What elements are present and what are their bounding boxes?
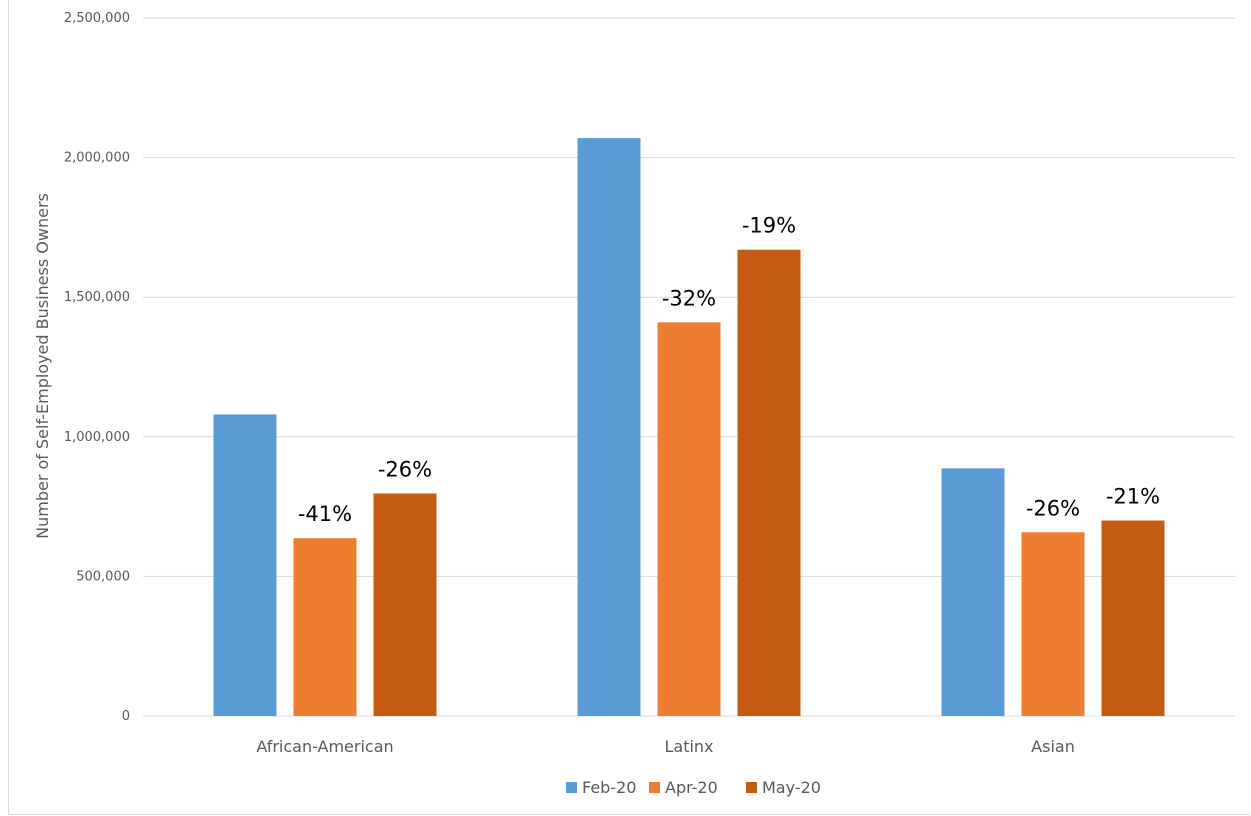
y-tick-label: 2,000,000	[64, 151, 130, 166]
y-tick-label: 2,500,000	[64, 11, 130, 26]
bar	[737, 249, 801, 716]
x-axis-categories: African-American Latinx Asian	[256, 737, 1075, 756]
bar	[1021, 532, 1085, 716]
legend-swatch	[746, 782, 757, 793]
bar	[373, 493, 437, 716]
data-label: -26%	[378, 457, 432, 481]
bars	[213, 138, 1165, 716]
data-label: -19%	[742, 214, 796, 238]
legend-swatch	[566, 782, 577, 793]
legend-item: Feb-20	[566, 778, 636, 797]
y-tick-label: 1,000,000	[64, 430, 130, 445]
bar	[213, 414, 277, 716]
y-axis-ticks: 0 500,000 1,000,000 1,500,000 2,000,000 2,500…	[64, 11, 130, 724]
x-category-label: Latinx	[664, 737, 713, 756]
legend: Feb-20 Apr-20 May-20	[566, 778, 821, 797]
y-axis-title: Number of Self-Employed Business Owners	[33, 193, 52, 539]
bar	[577, 138, 641, 716]
legend-item: May-20	[746, 778, 821, 797]
data-label: -21%	[1106, 485, 1160, 509]
bar	[293, 538, 357, 716]
bar	[941, 468, 1005, 716]
chart-frame	[8, 0, 1250, 815]
bar	[1101, 520, 1165, 716]
legend-label: May-20	[762, 778, 821, 797]
data-label: -41%	[298, 502, 352, 526]
legend-item: Apr-20	[649, 778, 718, 797]
y-tick-label: 0	[122, 709, 130, 724]
y-tick-label: 500,000	[76, 569, 130, 584]
x-category-label: Asian	[1031, 737, 1075, 756]
x-category-label: African-American	[256, 737, 393, 756]
legend-swatch	[649, 782, 660, 793]
legend-label: Feb-20	[582, 778, 636, 797]
bar	[657, 322, 721, 716]
data-labels: -41% -26% -32% -19% -26% -21%	[298, 214, 1160, 526]
y-tick-label: 1,500,000	[64, 290, 130, 305]
data-label: -26%	[1026, 496, 1080, 520]
legend-label: Apr-20	[665, 778, 718, 797]
data-label: -32%	[662, 286, 716, 310]
